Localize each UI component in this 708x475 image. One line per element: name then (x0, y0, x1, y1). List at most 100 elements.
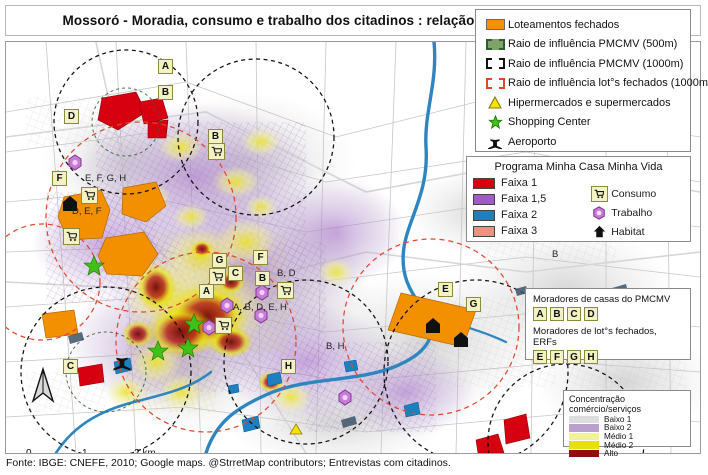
map-text-efgh: E, F, G, H (85, 173, 127, 184)
scale-label-zero: 0 (26, 448, 32, 454)
legend-item-shopping-center[interactable]: Shopping Center (482, 113, 684, 133)
scale-label-max: 2 km (134, 448, 156, 454)
legend-label: Habitat (611, 225, 645, 238)
legend-label: Raio de influência PMCMV (500m) (508, 38, 678, 51)
faixa-2-swatch (473, 209, 495, 221)
map-chip-a2[interactable]: A (199, 284, 214, 299)
code-chip-b[interactable]: B (550, 307, 564, 321)
cart-icon (211, 146, 222, 156)
hipermercado-markers (289, 423, 303, 435)
code-chip-e[interactable]: E (533, 350, 547, 364)
code-chip-h[interactable]: H (584, 350, 598, 364)
map-cart-icon-2[interactable] (81, 187, 98, 204)
habitat-markers (63, 196, 468, 347)
conc-row-alto[interactable]: Alto (569, 449, 685, 458)
legend-item-trabalho[interactable]: Trabalho (587, 203, 684, 222)
faixa-row-2[interactable]: Faixa 2 (473, 207, 587, 223)
code-chip-a[interactable]: A (533, 307, 547, 321)
map-chip-b2[interactable]: B (255, 271, 270, 286)
cart-icon (280, 285, 291, 295)
map-cart-icon-6[interactable] (277, 282, 294, 299)
orange-swatch-icon (482, 19, 508, 31)
cart-icon (587, 185, 611, 202)
legend-label: Consumo (611, 187, 657, 200)
faixa-15-swatch (473, 193, 495, 205)
conc-row-baixo2[interactable]: Baixo 2 (569, 423, 685, 433)
aeroporto-marker (113, 357, 131, 371)
star-icon (482, 115, 508, 130)
black-dash-swatch-icon (482, 58, 508, 70)
cart-icon (218, 320, 229, 330)
shopping-center-markers (83, 255, 205, 361)
map-chip-a1[interactable]: A (158, 59, 173, 74)
faixa-label: Faixa 1 (501, 177, 538, 189)
map-chip-d1[interactable]: D (64, 109, 79, 124)
conc-swatch-baixo2 (569, 424, 599, 432)
legend-item-hipermercados[interactable]: Hipermercados e supermercados (482, 93, 684, 113)
pmcmv-faixas-list: Faixa 1 Faixa 1,5 Faixa 2 Faixa 3 (473, 175, 587, 241)
faixa-label: Faixa 3 (501, 225, 538, 237)
legend-item-consumo[interactable]: Consumo (587, 184, 684, 203)
conc-swatch-medio1 (569, 432, 599, 441)
map-text-bd: B, D (277, 268, 296, 279)
trabalho-markers (68, 154, 352, 406)
faixa-row-1[interactable]: Faixa 1 (473, 175, 587, 191)
map-text-b: B (552, 249, 559, 260)
map-chip-f2[interactable]: F (253, 250, 268, 265)
conc-label: Baixo 2 (604, 423, 632, 433)
conc-swatch-alto (569, 449, 599, 458)
legend-item-raio-pmcmv-500[interactable]: Raio de influência PMCMV (500m) (482, 35, 684, 55)
map-chip-b3[interactable]: B (208, 129, 223, 144)
faixa-row-3[interactable]: Faixa 3 (473, 223, 587, 239)
legend-label: Raio de influência PMCMV (1000m) (508, 57, 684, 70)
house-icon (587, 225, 611, 238)
map-chip-g1[interactable]: G (466, 297, 481, 312)
map-chip-h1[interactable]: H (281, 359, 296, 374)
legend-item-loteamentos[interactable]: Loteamentos fechados (482, 15, 684, 35)
map-cart-icon-1[interactable] (63, 228, 80, 245)
map-cart-icon-5[interactable] (215, 317, 232, 334)
legend-label: Raio de influência lot°s fechados (1000m… (508, 77, 708, 90)
faixa-row-15[interactable]: Faixa 1,5 (473, 191, 587, 207)
raio-lots-1000 (6, 121, 520, 433)
map-chip-b1[interactable]: B (158, 85, 173, 100)
legend-item-raio-lots-1000[interactable]: Raio de influência lot°s fechados (1000m… (482, 74, 708, 94)
moradores-pmcmv-codes: A B C D (533, 307, 683, 321)
cart-icon (84, 190, 95, 200)
conc-label: Médio 2 (604, 440, 634, 450)
legend-main-panel: Loteamentos fechados Raio de influência … (475, 9, 708, 152)
map-chip-c2[interactable]: C (228, 266, 243, 281)
faixa-label: Faixa 2 (501, 209, 538, 221)
map-cart-icon-4[interactable] (209, 268, 226, 285)
faixa-1-swatch (473, 177, 495, 189)
source-note: Fonte: IBGE: CNEFE, 2010; Google maps. @… (6, 457, 451, 469)
map-text-def: D, E, F (72, 206, 102, 217)
pmcmv-activities-list: Consumo Trabalho (587, 175, 684, 241)
conc-row-baixo1[interactable]: Baixo 1 (569, 415, 685, 424)
cart-icon (212, 271, 223, 281)
work-icon (587, 205, 611, 220)
conc-row-medio2[interactable]: Médio 2 (569, 441, 685, 450)
map-chip-c1[interactable]: C (63, 359, 78, 374)
pmcmv-faixa2 (113, 357, 421, 433)
code-chip-f[interactable]: F (550, 350, 564, 364)
map-chip-f1[interactable]: F (52, 171, 67, 186)
legend-item-aeroporto[interactable]: Aeroporto (482, 132, 684, 152)
triangle-icon (482, 96, 508, 109)
legend-item-raio-pmcmv-1000[interactable]: Raio de influência PMCMV (1000m) (482, 54, 684, 74)
code-chip-c[interactable]: C (567, 307, 581, 321)
conc-row-medio1[interactable]: Médio 1 (569, 432, 685, 441)
code-chip-d[interactable]: D (584, 307, 598, 321)
faixa-label: Faixa 1,5 (501, 193, 547, 205)
pmcmv-title: Programa Minha Casa Minha Vida (494, 161, 663, 173)
code-chip-g[interactable]: G (567, 350, 581, 364)
airplane-icon (482, 135, 508, 149)
pmcmv-faixa1 (77, 91, 531, 453)
map-cart-icon-3[interactable] (208, 143, 225, 160)
map-chip-g2[interactable]: G (212, 253, 227, 268)
moradores-pmcmv-title: Moradores de casas do PMCMV (533, 294, 671, 305)
map-chip-e1[interactable]: E (438, 282, 453, 297)
legend-item-habitat[interactable]: Habitat (587, 222, 684, 241)
conc-swatch-baixo1 (569, 415, 599, 423)
legend-label: Loteamentos fechados (508, 18, 620, 31)
